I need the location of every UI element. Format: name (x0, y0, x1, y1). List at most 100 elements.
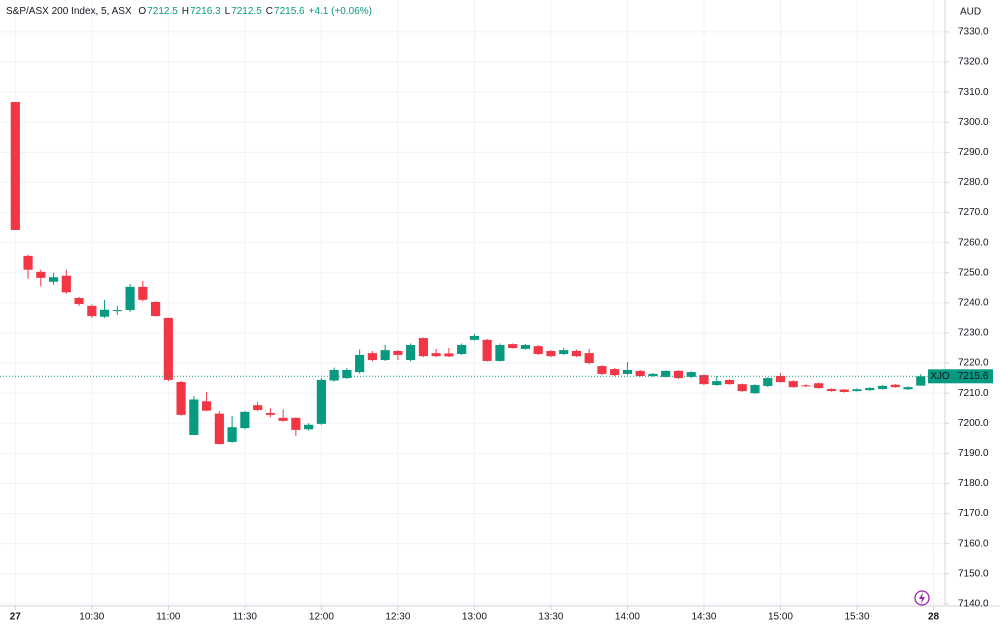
candle-body (202, 401, 212, 411)
symbol-label: XJO (930, 371, 950, 382)
y-tick-label: 7190.0 (958, 448, 989, 459)
candle-body (342, 369, 352, 379)
x-tick-label: 15:00 (768, 612, 793, 623)
y-tick-label: 7290.0 (958, 147, 989, 158)
y-tick-label: 7170.0 (958, 508, 989, 519)
x-tick-label: 15:30 (844, 612, 869, 623)
candle-body (584, 353, 594, 364)
candle-body (138, 286, 148, 300)
candle-body (852, 389, 862, 392)
candle-body (610, 369, 620, 376)
candle-body (839, 389, 849, 392)
change-value: +4.1 (+0.06%) (308, 6, 372, 17)
candle-body (495, 344, 505, 361)
y-tick-label: 7150.0 (958, 568, 989, 579)
candle-body (724, 379, 735, 385)
candle-body (278, 417, 288, 421)
candle-body (546, 351, 556, 357)
candle-body (482, 339, 492, 361)
y-tick-label: 7210.0 (958, 388, 989, 399)
x-tick-label: 11:30 (233, 612, 258, 623)
candle-body (520, 344, 531, 349)
candle-body (699, 375, 709, 385)
candle-body (457, 344, 467, 355)
y-tick-label: 7320.0 (958, 57, 989, 68)
candle-body (597, 366, 607, 374)
candle-body (431, 353, 441, 357)
candle-body (673, 370, 684, 379)
candle-body (355, 354, 365, 373)
x-tick-label: 10:30 (79, 612, 104, 623)
y-tick-label: 7180.0 (958, 478, 989, 489)
candle-body (801, 385, 811, 387)
candle-body (903, 387, 913, 390)
lightning-icon (914, 590, 930, 606)
y-tick-label: 7260.0 (958, 237, 989, 248)
candle-body (227, 427, 237, 442)
candle-body (814, 383, 824, 389)
candle-body (444, 353, 454, 357)
x-tick-label: 14:00 (615, 612, 640, 623)
candle-body (329, 369, 339, 381)
candle-body (74, 298, 84, 305)
candle-body (788, 381, 798, 388)
candle-body (265, 413, 275, 415)
candle-body (393, 351, 403, 355)
y-tick-label: 7220.0 (958, 358, 989, 369)
candle-body (559, 350, 569, 355)
candle-body (622, 369, 633, 374)
candle-body (916, 376, 926, 386)
candle-body (189, 399, 199, 436)
candle-body (877, 385, 888, 389)
candle-body (163, 317, 173, 380)
candle-body (750, 385, 760, 394)
candle-body (176, 382, 186, 415)
candle-body (890, 384, 900, 388)
last-price-badge (953, 369, 993, 384)
y-tick-label: 7140.0 (958, 599, 989, 610)
candle-body (150, 301, 161, 317)
candle-body (737, 384, 747, 392)
candle-body (533, 346, 543, 355)
x-tick-label: 27 (10, 612, 22, 623)
candle-body (112, 310, 122, 312)
x-tick-label: 13:00 (462, 612, 487, 623)
candle-body (367, 353, 377, 361)
x-tick-label: 12:30 (385, 612, 410, 623)
candle-body (304, 424, 314, 430)
y-tick-label: 7230.0 (958, 328, 989, 339)
candle-body (712, 381, 722, 386)
ohlc-label: C (265, 6, 274, 17)
candle-body (508, 344, 518, 349)
candle-body (291, 417, 301, 430)
x-tick-label: 28 (928, 612, 940, 623)
candle-body (23, 255, 33, 270)
y-tick-label: 7160.0 (958, 538, 989, 549)
ohlc-value: 7212.5 (147, 6, 178, 17)
ohlc-value: 7216.3 (190, 6, 221, 17)
x-tick-label: 12:00 (309, 612, 334, 623)
candle-body (61, 275, 71, 293)
currency-label: AUD (960, 7, 981, 18)
candle-body (214, 413, 224, 445)
y-tick-label: 7200.0 (958, 418, 989, 429)
x-tick-label: 13:30 (538, 612, 563, 623)
candle-body (763, 378, 773, 386)
y-tick-label: 7250.0 (958, 267, 989, 278)
ohlc-value: 7212.5 (231, 6, 262, 17)
y-tick-label: 7280.0 (958, 177, 989, 188)
candle-body (469, 335, 480, 340)
y-tick-label: 7310.0 (958, 87, 989, 98)
candle-body (99, 309, 110, 317)
candle-body (253, 405, 263, 411)
symbol-badge (928, 369, 953, 384)
last-price-label: 7215.6 (958, 371, 989, 382)
candle-body (125, 286, 135, 311)
symbol-title: S&P/ASX 200 Index, 5, ASX (6, 6, 132, 17)
x-tick-label: 11:00 (156, 612, 181, 623)
candle-body (10, 102, 20, 230)
candle-body (571, 351, 582, 357)
y-tick-label: 7270.0 (958, 207, 989, 218)
